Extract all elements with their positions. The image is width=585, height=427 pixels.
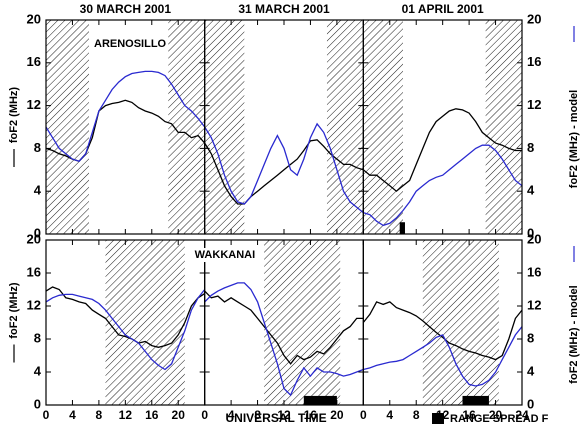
panel-title: 31 MARCH 2001 bbox=[238, 2, 330, 16]
y2-tick-label: 4 bbox=[527, 363, 535, 378]
y2-tick-label: 4 bbox=[527, 183, 535, 198]
station-label: WAKKANAI bbox=[195, 249, 256, 261]
x-tick-label: 4 bbox=[69, 408, 76, 422]
x-tick-label: 0 bbox=[43, 408, 50, 422]
spread-f-bar bbox=[303, 395, 337, 405]
panel-title: 30 MARCH 2001 bbox=[80, 2, 172, 16]
x-tick-label: 4 bbox=[228, 408, 235, 422]
x-tick-label: 20 bbox=[330, 408, 344, 422]
y-tick-label: 8 bbox=[34, 330, 41, 345]
station-label-bg bbox=[192, 248, 259, 262]
x-tick-label: 4 bbox=[386, 408, 393, 422]
x-tick-label: 8 bbox=[96, 408, 103, 422]
x-axis-label: UNIVERSAL TIME bbox=[226, 411, 327, 425]
axes-layer: 30 MARCH 2001 31 MARCH 2001 01 APRIL 2001 0… bbox=[8, 2, 580, 425]
x-tick-label: 8 bbox=[413, 408, 420, 422]
y-tick-label: 4 bbox=[34, 183, 42, 198]
y2-axis-label: foF2 (MHz) - model bbox=[568, 90, 580, 188]
night-shade bbox=[326, 20, 364, 234]
spread-f-bar bbox=[399, 222, 405, 234]
y2-tick-label: 0 bbox=[527, 396, 534, 411]
night-shade bbox=[204, 20, 245, 234]
x-tick-label: 16 bbox=[145, 408, 159, 422]
y-tick-label: 16 bbox=[27, 54, 41, 69]
spread-f-bar bbox=[462, 395, 489, 405]
y2-tick-label: 20 bbox=[527, 11, 541, 26]
y-tick-label: 12 bbox=[27, 97, 41, 112]
y-axis-label: foF2 (MHz) bbox=[8, 87, 20, 144]
y-tick-label: 20 bbox=[27, 11, 41, 26]
series-line bbox=[204, 282, 364, 397]
panel-title: 01 APRIL 2001 bbox=[402, 2, 484, 16]
night-shade bbox=[46, 20, 89, 234]
night-shade bbox=[105, 240, 185, 405]
x-tick-label: 8 bbox=[254, 408, 261, 422]
y-tick-label: 8 bbox=[34, 140, 41, 155]
series-line bbox=[45, 286, 206, 348]
y2-axis-label: foF2 (MHz) - model bbox=[568, 285, 580, 383]
legend-swatch bbox=[432, 413, 444, 424]
y-tick-label: 4 bbox=[34, 363, 42, 378]
x-tick-label: 12 bbox=[277, 408, 291, 422]
x-tick-label: 20 bbox=[172, 408, 186, 422]
lines-layer bbox=[45, 70, 523, 405]
y2-tick-label: 16 bbox=[527, 54, 541, 69]
y2-tick-label: 8 bbox=[527, 140, 534, 155]
night-shade bbox=[363, 20, 403, 234]
y-axis-label: foF2 (MHz) bbox=[8, 282, 20, 339]
x-tick-label: 20 bbox=[489, 408, 503, 422]
series-line bbox=[363, 144, 523, 227]
series-line bbox=[45, 289, 206, 371]
y-tick-label: 12 bbox=[27, 297, 41, 312]
y2-tick-label: 20 bbox=[527, 231, 541, 246]
series-line bbox=[204, 122, 364, 214]
legend-label: RANGE SPREAD F bbox=[450, 413, 549, 425]
series-line bbox=[362, 301, 523, 361]
x-tick-label: 16 bbox=[462, 408, 476, 422]
night-shade bbox=[422, 240, 499, 405]
y-tick-label: 0 bbox=[34, 396, 41, 411]
night-shade bbox=[264, 240, 341, 405]
series-line bbox=[204, 290, 364, 365]
x-tick-label: 12 bbox=[119, 408, 133, 422]
series-line bbox=[204, 139, 364, 205]
y2-tick-label: 0 bbox=[527, 225, 534, 240]
y-tick-label: 20 bbox=[27, 231, 41, 246]
y2-tick-label: 12 bbox=[527, 297, 541, 312]
x-tick-label: 24 bbox=[515, 408, 529, 422]
y2-tick-label: 12 bbox=[527, 97, 541, 112]
y-tick-label: 16 bbox=[27, 264, 41, 279]
night-layer bbox=[46, 20, 522, 405]
y2-tick-label: 8 bbox=[527, 330, 534, 345]
series-line bbox=[45, 70, 206, 162]
series-line bbox=[363, 326, 523, 387]
night-shade bbox=[485, 20, 522, 234]
series-line bbox=[362, 108, 522, 193]
y-tick-label: 0 bbox=[34, 225, 41, 240]
x-tick-label: 0 bbox=[360, 408, 367, 422]
x-tick-label: 16 bbox=[304, 408, 318, 422]
x-tick-label: 0 bbox=[201, 408, 208, 422]
y2-tick-label: 16 bbox=[527, 264, 541, 279]
station-label: ARENOSILLO bbox=[94, 38, 167, 50]
